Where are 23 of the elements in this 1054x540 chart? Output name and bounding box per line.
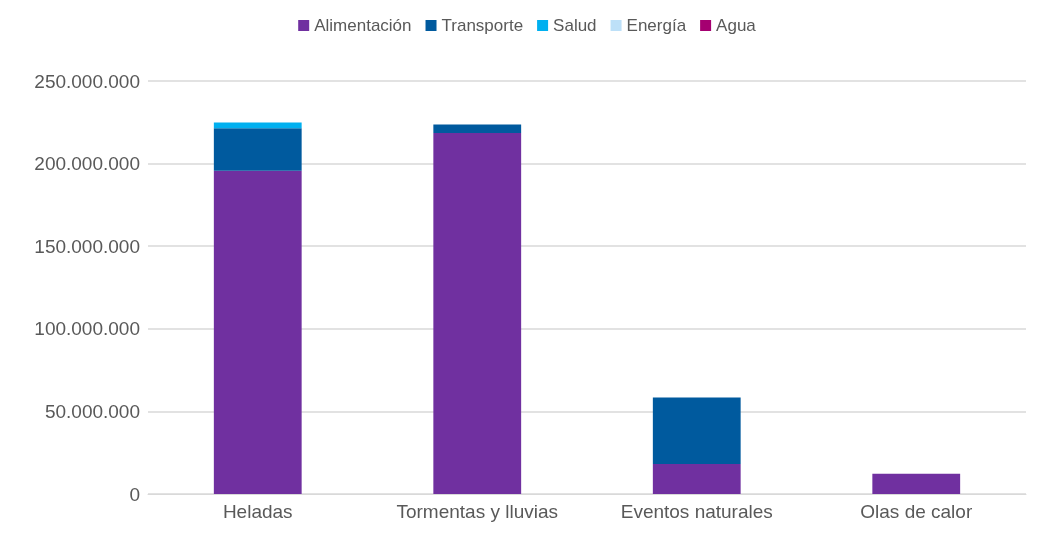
y-tick-label: 100.000.000 (34, 318, 140, 340)
legend-label: Alimentación (314, 16, 412, 35)
bar (213, 128, 302, 171)
bar (433, 124, 522, 134)
legend-label: Salud (553, 16, 597, 35)
legend-label: Energía (626, 16, 687, 35)
bar (433, 133, 522, 494)
bar (652, 397, 741, 465)
y-tick-label: 0 (129, 483, 140, 505)
x-tick-label: Tormentas y lluvias (396, 501, 559, 522)
bar (213, 122, 302, 129)
bar (872, 473, 961, 494)
legend-label: Transporte (441, 16, 524, 35)
y-tick-label: 200.000.000 (34, 153, 140, 175)
y-tick-label: 50.000.000 (44, 400, 140, 422)
y-tick-label: 150.000.000 (34, 235, 140, 257)
legend-label: Agua (716, 16, 757, 35)
bar (652, 464, 741, 494)
x-tick-label: Eventos naturales (620, 501, 773, 522)
x-tick-label: Heladas (222, 501, 293, 522)
bar (213, 170, 302, 494)
y-tick-label: 250.000.000 (34, 70, 140, 92)
x-tick-label: Olas de calor (860, 501, 973, 522)
